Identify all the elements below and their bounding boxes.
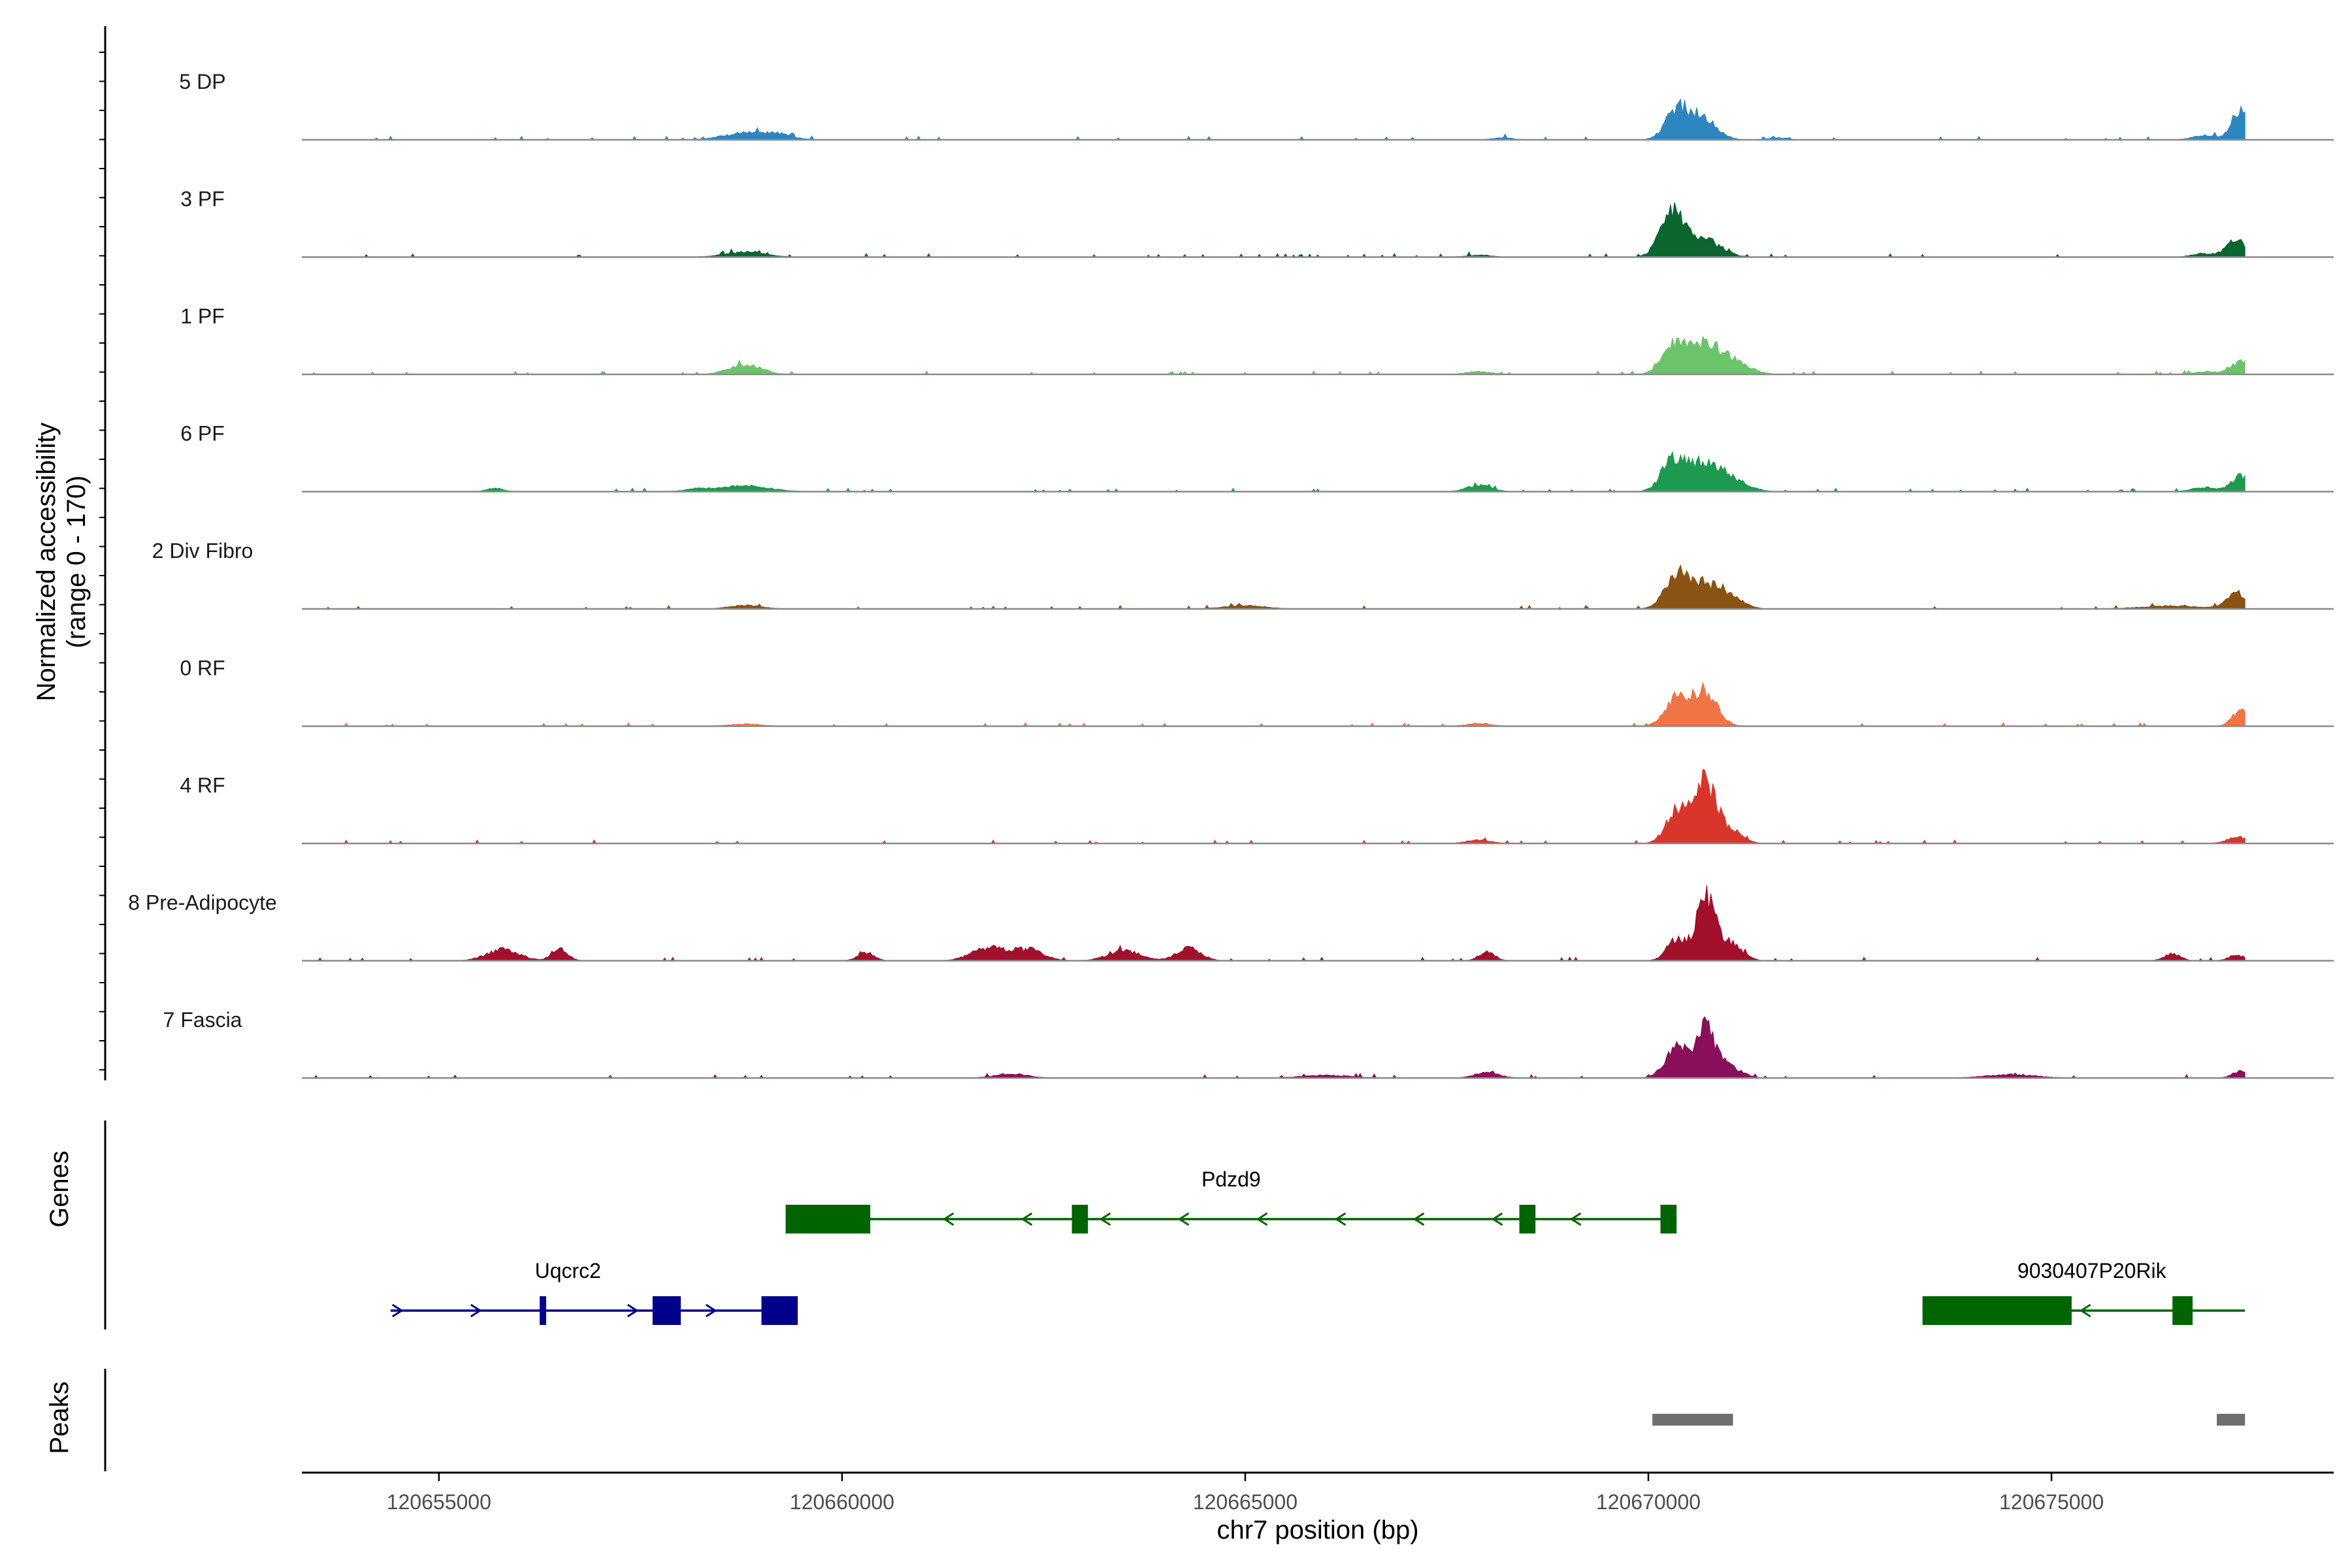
gene-exon <box>761 1296 798 1325</box>
coverage-area <box>302 335 2246 375</box>
gene-9030407p20rik: 9030407P20Rik <box>1922 1259 2246 1325</box>
gene-pdzd9: Pdzd9 <box>785 1168 1677 1233</box>
strand-arrow <box>1491 1212 1503 1226</box>
x-tick-label: 120675000 <box>1999 1490 2104 1514</box>
track-2-div-fibro: 2 Div Fibro <box>152 539 2334 610</box>
track-3-pf: 3 PF <box>180 188 2334 258</box>
track-1-pf: 1 PF <box>180 304 2334 376</box>
x-tick-label: 120665000 <box>1193 1490 1298 1514</box>
coverage-area <box>302 98 2246 140</box>
strand-arrow <box>1021 1212 1033 1226</box>
track-8-pre-adipocyte: 8 Pre-Adipocyte <box>128 885 2334 962</box>
gene-exon <box>1660 1205 1677 1233</box>
y-axis-title-line2: (range 0 - 170) <box>62 476 91 649</box>
track-label: 8 Pre-Adipocyte <box>128 891 277 915</box>
peak-region <box>2217 1414 2246 1426</box>
x-tick-label: 120670000 <box>1596 1490 1701 1514</box>
strand-arrow <box>1569 1212 1582 1226</box>
gene-exon <box>1519 1205 1536 1233</box>
y-axis-title: Normalized accessibility (range 0 - 170) <box>32 423 91 702</box>
track-label: 4 RF <box>180 774 225 797</box>
peaks-panel-title: Peaks <box>45 1381 74 1454</box>
x-tick-label: 120660000 <box>790 1490 894 1514</box>
coverage-area <box>302 450 2246 493</box>
strand-arrow <box>470 1303 482 1318</box>
coverage-area <box>302 1016 2246 1079</box>
track-0-rf: 0 RF <box>180 657 2334 727</box>
gene-track: Pdzd9 Uqcrc2 9030407P20Rik <box>390 1168 2246 1325</box>
track-label: 3 PF <box>180 188 225 211</box>
coverage-area <box>302 769 2246 844</box>
track-label: 0 RF <box>180 657 225 680</box>
strand-arrow <box>1413 1212 1425 1226</box>
peaks-track <box>1652 1414 2246 1426</box>
gene-exon <box>1922 1296 2072 1325</box>
coverage-area <box>302 564 2246 610</box>
gene-exon <box>540 1296 546 1325</box>
strand-arrow <box>1099 1212 1111 1226</box>
track-label: 6 PF <box>180 422 225 446</box>
track-5-dp: 5 DP <box>179 70 2334 141</box>
strand-arrow <box>391 1303 404 1318</box>
track-7-fascia: 7 Fascia <box>163 1008 2334 1079</box>
y-axis <box>99 26 106 1081</box>
strand-arrow <box>1334 1212 1347 1226</box>
gene-exon <box>1071 1205 1088 1233</box>
strand-arrow <box>1256 1212 1268 1226</box>
strand-arrow <box>1177 1212 1190 1226</box>
peak-region <box>1652 1414 1733 1426</box>
strand-arrow <box>942 1212 955 1226</box>
x-axis-ticks: 120655000 120660000 120665000 120670000 1206… <box>387 1473 2104 1514</box>
track-4-rf: 4 RF <box>180 769 2334 845</box>
gene-label: 9030407P20Rik <box>2017 1259 2167 1282</box>
gene-exon <box>785 1205 871 1233</box>
track-6-pf: 6 PF <box>180 422 2334 493</box>
coverage-area <box>302 681 2246 727</box>
coverage-tracks: 5 DP 3 PF 1 PF 6 PF 2 Div Fibro 0 RF 4 RF 8 Pre… <box>128 70 2334 1079</box>
gene-label: Uqcrc2 <box>535 1259 601 1282</box>
strand-arrow <box>705 1303 717 1318</box>
track-label: 1 PF <box>180 304 225 328</box>
gene-exon <box>652 1296 681 1325</box>
coverage-area <box>302 885 2246 962</box>
genes-panel-title: Genes <box>45 1151 74 1228</box>
coverage-area <box>302 202 2246 258</box>
track-label: 2 Div Fibro <box>152 539 253 563</box>
gene-exon <box>2172 1296 2193 1325</box>
gene-uqcrc2: Uqcrc2 <box>390 1259 798 1325</box>
track-label: 5 DP <box>179 70 225 93</box>
x-axis-title: chr7 position (bp) <box>1217 1516 1418 1544</box>
strand-arrow <box>2079 1303 2091 1318</box>
track-label: 7 Fascia <box>163 1008 242 1032</box>
x-tick-label: 120655000 <box>387 1490 491 1514</box>
gene-label: Pdzd9 <box>1201 1168 1261 1191</box>
y-axis-title-line1: Normalized accessibility <box>32 423 61 702</box>
strand-arrow <box>627 1303 639 1318</box>
